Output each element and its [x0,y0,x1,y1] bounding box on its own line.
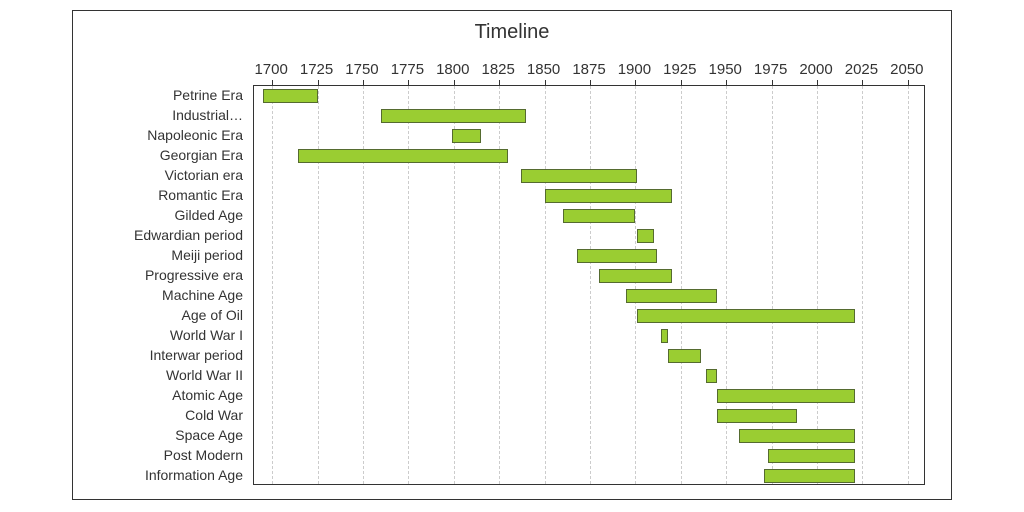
timeline-bar [626,289,717,303]
timeline-bar [298,149,509,163]
timeline-bar [381,109,526,123]
gridline [499,86,500,484]
gridline [408,86,409,484]
x-axis-tick-label: 1800 [436,61,469,78]
x-axis-tick [726,80,727,86]
gridline [454,86,455,484]
y-axis-category-label: Cold War [83,407,243,423]
x-axis-tick-label: 1875 [572,61,605,78]
x-axis-tick-label: 2050 [890,61,923,78]
timeline-bar [637,309,855,323]
timeline-bar [661,329,668,343]
x-axis-tick [817,80,818,86]
gridline [817,86,818,484]
x-axis-tick [772,80,773,86]
y-axis-category-label: Industrial… [83,107,243,123]
timeline-bar [545,189,672,203]
x-axis-tick [681,80,682,86]
gridline [545,86,546,484]
x-axis-tick [408,80,409,86]
x-axis-tick [908,80,909,86]
y-axis-category-label: Progressive era [83,267,243,283]
x-axis-tick [499,80,500,86]
gridline [363,86,364,484]
x-axis-tick-label: 1900 [618,61,651,78]
x-axis-tick [272,80,273,86]
y-axis-category-label: Information Age [83,467,243,483]
y-axis-category-label: Machine Age [83,287,243,303]
gridline [862,86,863,484]
timeline-bar [599,269,672,283]
x-axis-tick-label: 1775 [391,61,424,78]
x-axis-tick [635,80,636,86]
timeline-bar [668,349,701,363]
timeline-bar [717,409,797,423]
gridline [635,86,636,484]
x-axis-tick-label: 1850 [527,61,560,78]
x-axis-tick-label: 1925 [663,61,696,78]
chart-title: Timeline [73,21,951,44]
x-axis-tick-label: 2000 [799,61,832,78]
gridline [772,86,773,484]
timeline-bar [563,209,636,223]
x-axis-tick-label: 1825 [482,61,515,78]
gridline [908,86,909,484]
y-axis-category-label: Gilded Age [83,207,243,223]
x-axis-tick-label: 1950 [709,61,742,78]
x-axis-tick [318,80,319,86]
y-axis-category-label: Edwardian period [83,227,243,243]
timeline-bar [706,369,717,383]
x-axis-tick-label: 1725 [300,61,333,78]
x-axis-tick-label: 2025 [845,61,878,78]
timeline-bar [452,129,481,143]
y-axis-category-label: Victorian era [83,167,243,183]
y-axis-category-label: Petrine Era [83,87,243,103]
y-axis-category-label: Georgian Era [83,147,243,163]
x-axis-tick [545,80,546,86]
timeline-bar [764,469,855,483]
x-axis-tick-label: 1700 [254,61,287,78]
gridline [726,86,727,484]
timeline-bar [637,229,653,243]
plot-area [253,85,925,485]
x-axis-tick [363,80,364,86]
gridline [318,86,319,484]
timeline-bar [521,169,637,183]
x-axis-tick-label: 1750 [345,61,378,78]
y-axis-category-label: Interwar period [83,347,243,363]
timeline-bar [577,249,657,263]
x-axis-tick [590,80,591,86]
gridline [681,86,682,484]
y-axis-category-label: Napoleonic Era [83,127,243,143]
y-axis-category-label: Space Age [83,427,243,443]
y-axis-category-label: World War II [83,367,243,383]
y-axis-category-label: Age of Oil [83,307,243,323]
gridline [590,86,591,484]
y-axis-category-label: Atomic Age [83,387,243,403]
timeline-bar [739,429,855,443]
gridline [272,86,273,484]
chart-outer-frame: Timeline 1700 1725 1750 1775 1800 1825 1850 187… [72,10,952,500]
x-axis-tick [454,80,455,86]
timeline-bar [717,389,855,403]
x-axis-tick [862,80,863,86]
y-axis-category-label: Meiji period [83,247,243,263]
x-axis-tick-label: 1975 [754,61,787,78]
timeline-bar [768,449,855,463]
timeline-bar [263,89,317,103]
y-axis-category-label: World War I [83,327,243,343]
y-axis-category-label: Romantic Era [83,187,243,203]
y-axis-category-label: Post Modern [83,447,243,463]
